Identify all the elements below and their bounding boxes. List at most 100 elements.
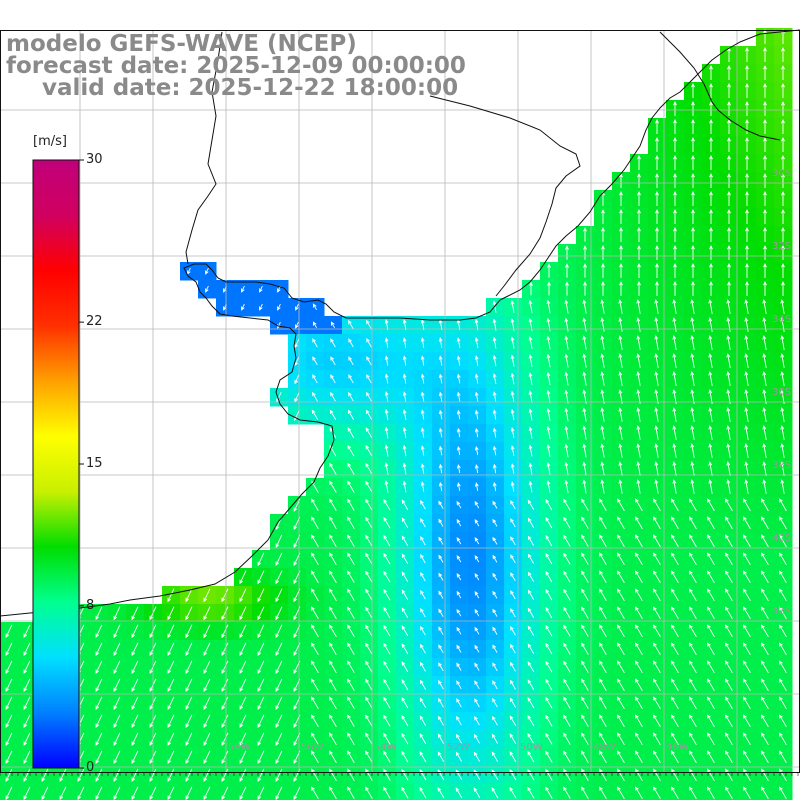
wind-arrow xyxy=(347,732,355,746)
wind-arrow xyxy=(673,190,677,206)
valid-date: valid date: 2025-12-22 18:00:00 xyxy=(42,75,459,101)
wind-arrow xyxy=(653,732,661,746)
wind-arrow xyxy=(456,554,462,563)
wind-arrow xyxy=(707,750,715,764)
wind-arrow xyxy=(691,280,695,296)
wind-arrow xyxy=(492,336,497,349)
wind-arrow xyxy=(545,750,553,763)
wind-arrow xyxy=(275,732,283,747)
wind-arrow xyxy=(347,444,355,457)
wind-arrow xyxy=(727,64,731,80)
wind-arrow xyxy=(654,407,659,422)
wind-arrow xyxy=(528,354,533,367)
wind-arrow xyxy=(438,463,443,474)
wind-arrow xyxy=(743,660,751,674)
wind-arrow xyxy=(637,172,641,188)
wind-arrow xyxy=(185,588,193,603)
wind-arrow xyxy=(761,516,769,530)
wind-arrow xyxy=(384,444,389,457)
wind-arrow xyxy=(257,750,265,765)
wind-arrow xyxy=(761,660,769,674)
wind-arrow xyxy=(780,371,785,386)
wind-arrow xyxy=(474,355,479,366)
wind-arrow xyxy=(635,498,643,512)
wind-arrow xyxy=(779,516,787,530)
wind-arrow xyxy=(635,678,643,692)
wind-arrow xyxy=(600,317,605,332)
wind-arrow xyxy=(167,750,175,765)
wind-arrow xyxy=(329,660,337,674)
wind-arrow xyxy=(239,570,247,585)
wind-arrow xyxy=(221,768,229,783)
wind-arrow xyxy=(691,244,695,260)
wind-arrow xyxy=(205,267,209,275)
wind-arrow xyxy=(185,750,193,765)
wind-arrow xyxy=(781,262,785,278)
wind-arrow xyxy=(545,768,553,781)
wind-arrow xyxy=(311,678,319,692)
wind-arrow xyxy=(456,409,461,420)
wind-arrow xyxy=(510,481,515,492)
wind-arrow xyxy=(780,479,785,494)
wind-arrow xyxy=(601,245,605,260)
wind-arrow xyxy=(293,786,301,800)
wind-arrow xyxy=(456,500,462,509)
wind-arrow xyxy=(779,696,787,710)
wind-arrow xyxy=(221,606,229,621)
wind-arrow xyxy=(744,335,749,350)
wind-arrow xyxy=(672,371,677,386)
wind-arrow xyxy=(419,643,426,654)
latitude-label: 30S xyxy=(772,168,792,179)
wind-arrow xyxy=(635,786,643,800)
wind-arrow xyxy=(653,498,661,512)
wind-arrow xyxy=(95,606,103,621)
wind-arrow xyxy=(257,678,265,693)
wind-arrow xyxy=(365,588,373,601)
wind-arrow xyxy=(347,516,355,529)
wind-arrow xyxy=(365,409,372,420)
colorbar-ticks xyxy=(79,159,84,769)
wind-arrow xyxy=(671,606,679,620)
wind-arrow xyxy=(671,624,679,638)
wind-arrow xyxy=(131,660,139,675)
wind-arrow xyxy=(707,588,715,602)
wind-arrow xyxy=(185,732,193,747)
wind-arrow xyxy=(203,642,211,657)
wind-arrow xyxy=(581,570,589,583)
wind-arrow xyxy=(205,285,209,293)
wind-arrow xyxy=(691,226,695,242)
wind-arrow xyxy=(330,338,336,348)
wind-arrow xyxy=(546,480,551,493)
wind-arrow xyxy=(383,570,391,583)
wind-arrow xyxy=(239,624,247,639)
wind-arrow xyxy=(23,678,31,693)
wind-arrow xyxy=(727,100,731,116)
speed-cell xyxy=(414,784,433,800)
wind-arrow xyxy=(437,715,444,726)
wind-arrow xyxy=(277,303,281,311)
wind-arrow xyxy=(455,733,462,744)
wind-arrow xyxy=(581,606,589,619)
wind-arrow xyxy=(456,445,461,456)
wind-arrow xyxy=(456,373,461,384)
wind-arrow xyxy=(347,570,355,583)
wind-arrow xyxy=(365,624,373,637)
wind-arrow xyxy=(95,678,103,693)
wind-arrow xyxy=(528,408,533,421)
wind-arrow xyxy=(671,660,679,674)
wind-arrow xyxy=(383,768,391,781)
wind-arrow xyxy=(113,750,121,765)
wind-arrow xyxy=(636,389,641,404)
wind-arrow xyxy=(239,696,247,711)
wind-arrow xyxy=(311,624,319,638)
wind-arrow xyxy=(709,118,713,134)
wind-arrow xyxy=(762,353,767,368)
wind-arrow xyxy=(113,660,121,675)
wind-arrow xyxy=(113,696,121,711)
wind-arrow xyxy=(474,373,479,384)
wind-arrow xyxy=(780,443,785,458)
wind-arrow xyxy=(672,425,677,440)
wind-arrow xyxy=(781,136,785,152)
wind-arrow xyxy=(510,536,516,546)
wind-arrow xyxy=(402,462,407,475)
